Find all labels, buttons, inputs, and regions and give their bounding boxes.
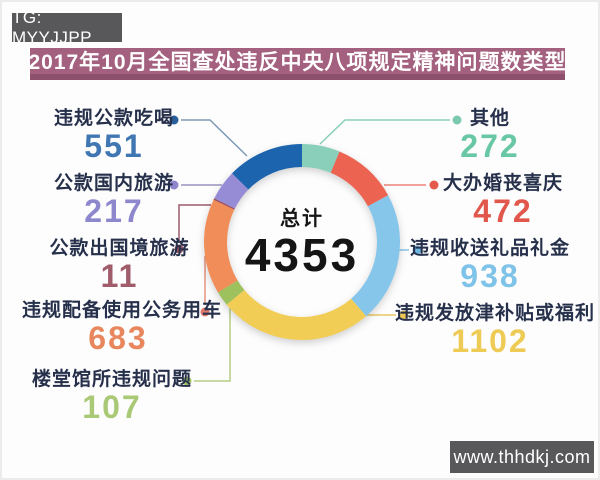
donut-segment-5 bbox=[203, 199, 238, 293]
title-bar: 2017年10月全国查处违反中央八项规定精神问题数类型 bbox=[28, 48, 567, 80]
donut-segment-4 bbox=[217, 280, 245, 305]
leader-dot-2 bbox=[412, 245, 422, 255]
leader-dot-8 bbox=[169, 115, 179, 125]
leader-dot-7 bbox=[169, 180, 179, 190]
donut-segment-8 bbox=[232, 144, 302, 190]
category-label: 违规收送礼品礼金 bbox=[409, 238, 570, 259]
leader-dot-4 bbox=[182, 376, 192, 386]
donut-ring bbox=[203, 144, 401, 341]
category-label: 大办婚丧喜庆 bbox=[442, 173, 563, 194]
donut-segment-6 bbox=[213, 198, 235, 210]
category-item: 楼堂馆所违规问题 107 bbox=[17, 369, 207, 424]
page-title: 2017年10月全国查处违反中央八项规定精神问题数类型 bbox=[28, 51, 567, 74]
leader-dot-0 bbox=[452, 115, 462, 125]
category-value: 217 bbox=[84, 193, 144, 229]
category-value: 1102 bbox=[451, 323, 529, 359]
watermark-text: TG: MYYJJPP bbox=[12, 7, 93, 47]
category-label: 公款国内旅游 bbox=[53, 173, 174, 194]
category-label: 楼堂馆所违规问题 bbox=[31, 369, 192, 390]
category-value: 107 bbox=[82, 389, 142, 425]
leader-dot-1 bbox=[429, 180, 439, 190]
category-item: 其他 272 bbox=[400, 108, 580, 163]
category-value: 472 bbox=[473, 193, 533, 229]
category-value: 683 bbox=[88, 320, 148, 356]
category-label: 违规公款吃喝 bbox=[53, 108, 174, 129]
watermark-text: www.thhdkj.com bbox=[453, 446, 591, 467]
donut-segment-2 bbox=[351, 195, 401, 317]
category-value: 272 bbox=[460, 128, 520, 164]
category-item: 公款国内旅游 217 bbox=[19, 173, 209, 228]
leader-line-0 bbox=[319, 119, 450, 145]
category-value: 551 bbox=[84, 128, 144, 164]
leader-dot-5 bbox=[200, 307, 210, 317]
watermark-badge-bottom-right: www.thhdkj.com bbox=[450, 441, 594, 473]
donut-segment-3 bbox=[226, 289, 367, 341]
category-label: 其他 bbox=[469, 108, 510, 129]
category-value: 11 bbox=[100, 258, 139, 294]
category-item: 大办婚丧喜庆 472 bbox=[413, 173, 593, 228]
category-value: 938 bbox=[460, 258, 520, 294]
leader-line-8 bbox=[181, 119, 248, 157]
category-item: 违规配备使用公务用车 683 bbox=[22, 300, 223, 356]
category-label: 公款出国境旅游 bbox=[49, 238, 190, 259]
donut-segment-7 bbox=[214, 173, 249, 209]
donut-segment-0 bbox=[302, 144, 340, 173]
category-item: 违规发放津补贴或福利 1102 bbox=[395, 303, 596, 359]
leader-line-4 bbox=[194, 308, 231, 382]
category-item: 违规收送礼品礼金 938 bbox=[400, 238, 580, 293]
category-label: 违规配备使用公务用车 bbox=[22, 300, 223, 321]
category-item: 公款出国境旅游 11 bbox=[22, 238, 217, 293]
leader-line-6 bbox=[178, 204, 211, 242]
leader-dot-3 bbox=[399, 310, 409, 320]
donut-segment-1 bbox=[330, 151, 389, 207]
category-item: 违规公款吃喝 551 bbox=[19, 108, 209, 163]
leader-lines bbox=[169, 115, 462, 386]
watermark-badge-top-left: TG: MYYJJPP bbox=[12, 8, 122, 47]
category-label: 违规发放津补贴或福利 bbox=[395, 303, 596, 324]
leader-dot-6 bbox=[174, 244, 184, 254]
